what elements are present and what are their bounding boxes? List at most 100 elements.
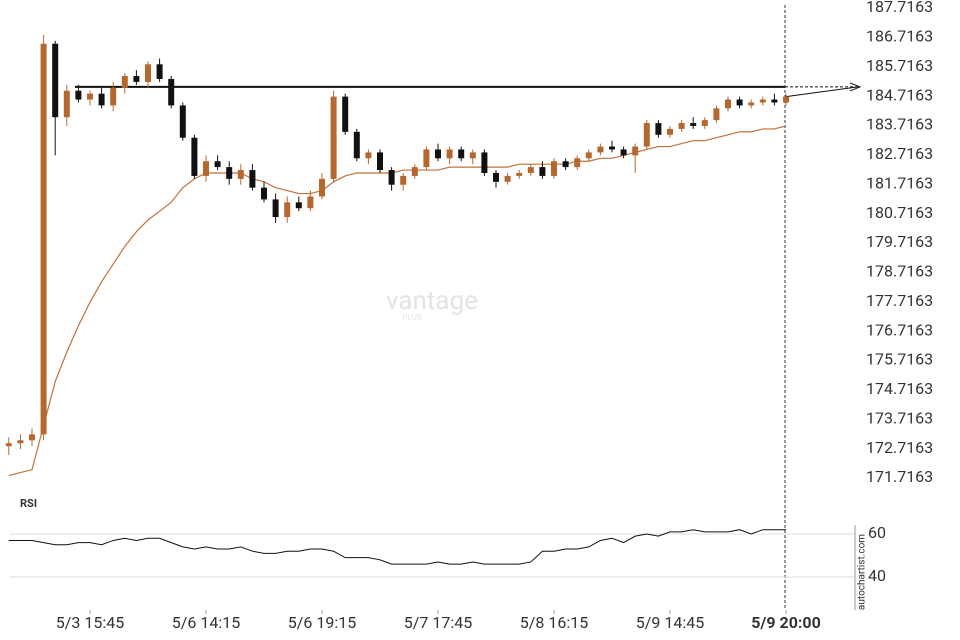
y-tick-label: 182.7163 [866, 144, 933, 163]
candle-body [121, 76, 128, 88]
candle-body [643, 123, 650, 147]
y-tick-label: 173.7163 [866, 408, 933, 427]
y-tick-label: 172.7163 [866, 438, 933, 457]
candle-body [759, 99, 766, 103]
source: autochartist.com [857, 534, 868, 610]
candle-body [469, 152, 476, 159]
candle-body [98, 93, 105, 106]
candle-body [272, 199, 279, 218]
candle-body [377, 152, 383, 171]
candle-body [226, 167, 233, 179]
candle-body [52, 43, 59, 118]
candle-body [307, 196, 314, 209]
candle-body [620, 149, 627, 156]
candle-body [446, 149, 453, 159]
candle-body [330, 96, 337, 179]
candle-body [713, 108, 720, 121]
x-tick-label: 5/6 14:15 [172, 613, 240, 632]
candle-body [261, 187, 267, 200]
candle-body [585, 152, 592, 159]
candle-body [156, 64, 163, 79]
candle-body [87, 93, 93, 100]
x-tick-label: 5/3 15:45 [56, 613, 124, 632]
candle-body [29, 434, 35, 441]
y-tick-label: 186.7163 [866, 27, 933, 46]
candle-body [319, 178, 325, 197]
candle-body [783, 96, 789, 103]
y-tick-label: 178.7163 [866, 262, 933, 281]
candle-body [493, 172, 499, 182]
y-tick-label: 179.7163 [866, 232, 933, 251]
y-tick-label: 171.7163 [866, 467, 933, 486]
y-tick-label: 187.7163 [866, 0, 933, 16]
candle-body [516, 172, 523, 176]
candle-body [295, 202, 302, 209]
candle-body [17, 440, 24, 444]
watermark: vantage [386, 286, 478, 316]
candle-body [5, 443, 12, 447]
candle-body [458, 149, 465, 159]
candle-body [284, 202, 291, 218]
candle-body [110, 87, 117, 106]
forecast-line [785, 86, 859, 98]
candle-body [237, 170, 244, 179]
candle-body [527, 167, 534, 173]
x-tick-label: 5/8 16:15 [520, 613, 588, 632]
candle-body [725, 99, 731, 109]
candle-body [203, 161, 209, 176]
y-tick-label: 181.7163 [866, 173, 933, 192]
candle-body [435, 149, 441, 159]
candle-body [748, 102, 755, 106]
candle-body [655, 123, 662, 135]
y-tick-label: 180.7163 [866, 203, 933, 222]
candle-body [214, 161, 221, 168]
candle-body [539, 167, 546, 176]
resistance-arrow [849, 82, 862, 92]
y-tick-label: 177.7163 [866, 291, 933, 310]
y-tick-label: 185.7163 [866, 56, 933, 75]
candle-body [771, 99, 778, 103]
candle-body [551, 161, 557, 176]
candle-body [40, 43, 47, 435]
y-tick-label: 176.7163 [866, 320, 933, 339]
candle-body [597, 146, 604, 153]
rsi-line [8, 529, 786, 565]
candle-body [504, 175, 511, 182]
candle-body [400, 175, 407, 185]
candle-body [574, 158, 581, 168]
candle-body [701, 120, 708, 126]
candle-body [562, 161, 569, 168]
rsi-tick-label: 60 [868, 523, 886, 542]
y-tick-label: 183.7163 [866, 115, 933, 134]
candle-body [667, 128, 673, 135]
candle-body [632, 146, 639, 156]
moving-average [8, 125, 787, 477]
candle-body [388, 170, 395, 185]
candle-body [191, 137, 198, 176]
candle-body [736, 99, 743, 106]
candle-body [609, 146, 615, 150]
candle-body [423, 149, 430, 168]
candle-body [678, 123, 685, 129]
candle-body [145, 64, 151, 82]
candle-body [75, 90, 82, 100]
y-tick-label: 184.7163 [866, 85, 933, 104]
candle-body [481, 152, 488, 173]
candle-body [365, 152, 372, 159]
x-tick-label: 5/6 19:15 [288, 613, 356, 632]
candle-body [179, 105, 186, 138]
watermark-sub: PLUS [402, 313, 421, 322]
candle-body [342, 96, 349, 132]
rsi-label: RSI [20, 497, 37, 510]
candle-body [411, 167, 418, 176]
candle-body [133, 76, 140, 82]
candle-body [168, 78, 175, 106]
candle-body [249, 170, 256, 188]
candle-body [63, 90, 70, 118]
x-tick-label: 5/7 17:45 [404, 613, 472, 632]
rsi-tick-label: 40 [868, 566, 886, 585]
x-tick-label: 5/9 20:00 [751, 613, 821, 632]
y-tick-label: 175.7163 [866, 350, 933, 369]
candle-body [353, 131, 360, 159]
